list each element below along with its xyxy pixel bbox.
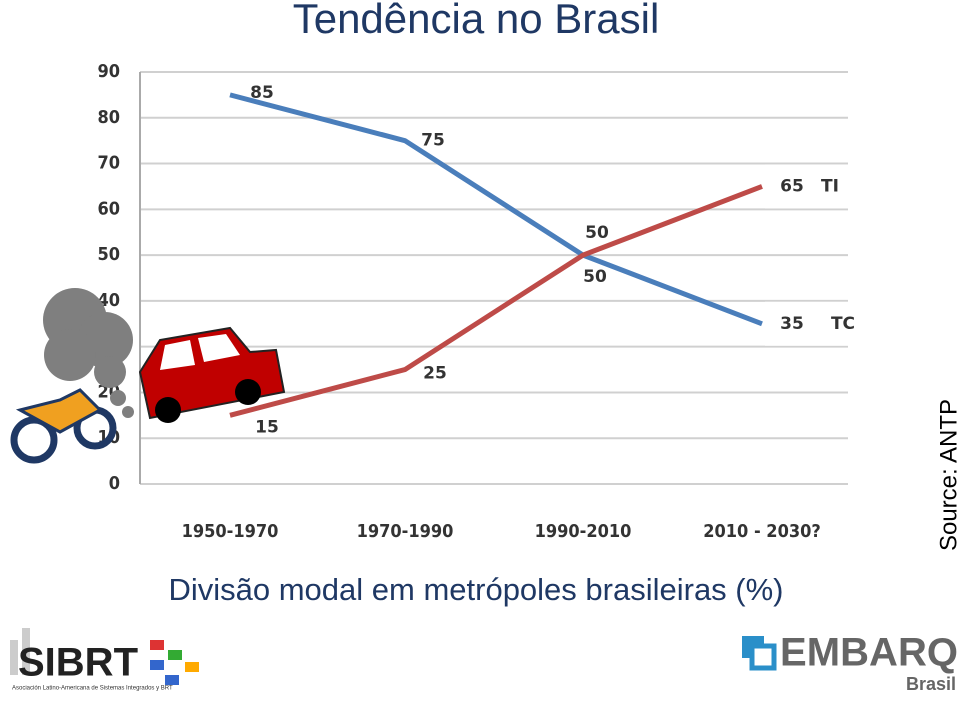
embarq-logo: EMBARQ Brasil	[742, 631, 958, 694]
series-name: TI	[821, 176, 839, 196]
x-tick-label: 2010 - 2030?	[703, 521, 821, 542]
data-label: 50	[583, 267, 607, 287]
data-label: 50	[585, 223, 609, 243]
x-tick-label: 1990-2010	[535, 521, 632, 542]
chart-title: Tendência no Brasil	[293, 0, 660, 42]
data-label: 75	[421, 131, 445, 151]
y-tick-label: 60	[97, 198, 120, 219]
series-name: TC	[831, 314, 855, 334]
label-box	[765, 164, 855, 209]
data-label: 25	[423, 364, 447, 384]
data-label: 15	[255, 417, 279, 437]
label-box	[765, 301, 855, 346]
y-tick-label: 0	[109, 473, 120, 494]
y-tick-label: 50	[97, 244, 120, 265]
sibrt-caption: Asociación Latino-Americana de Sistemas …	[12, 686, 173, 692]
chart-subtitle: Divisão modal em metrópoles brasileiras …	[168, 572, 783, 607]
source-note: Source: ANTP	[935, 399, 960, 551]
plot-area: 01020304050607080901950-19701970-1990199…	[97, 61, 855, 542]
embarq-sub: Brasil	[906, 674, 956, 694]
sibrt-logo: SIBRT Asociación Latino-Americana de Sis…	[10, 628, 199, 692]
motorcycle-illustration	[10, 388, 117, 464]
data-label: 65	[780, 176, 804, 196]
x-tick-label: 1970-1990	[357, 521, 454, 542]
x-tick-label: 1950-1970	[182, 521, 279, 542]
y-tick-label: 80	[97, 107, 120, 128]
series-line	[229, 92, 763, 327]
y-tick-label: 70	[97, 153, 120, 174]
y-tick-label: 90	[97, 61, 120, 82]
car-illustration	[138, 326, 286, 423]
data-label: 85	[250, 83, 274, 103]
sibrt-text: SIBRT	[18, 641, 138, 685]
series-line	[229, 184, 763, 418]
smoke-illustration	[43, 288, 134, 418]
embarq-text: EMBARQ	[780, 631, 958, 675]
data-label: 35	[780, 314, 804, 334]
